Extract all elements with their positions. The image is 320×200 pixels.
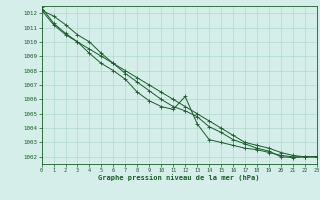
X-axis label: Graphe pression niveau de la mer (hPa): Graphe pression niveau de la mer (hPa): [99, 175, 260, 181]
